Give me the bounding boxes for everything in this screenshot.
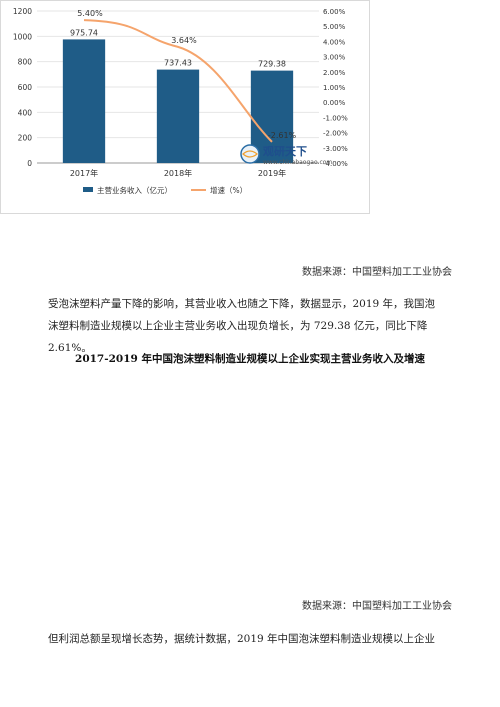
watermark-globe-icon xyxy=(240,144,260,164)
legend-label-line: 增速（%） xyxy=(210,185,247,195)
right-tick-label: 3.00% xyxy=(323,54,346,62)
left-tick-label: 200 xyxy=(18,134,33,143)
left-tick-label: 1000 xyxy=(13,32,32,41)
paragraph-1-line-1: 受泡沫塑料产量下降的影响，其营业收入也随之下降，数据显示，2019 年，我国泡 xyxy=(48,298,436,310)
bar xyxy=(156,69,200,163)
right-tick-label: -2.00% xyxy=(323,130,348,138)
bar xyxy=(250,70,294,163)
chart-revenue-growth: 0 200 400 600 800 1000 1200 -4.00% -3.00% -2.00% -… xyxy=(0,0,370,214)
right-tick-label: 5.00% xyxy=(323,23,346,31)
line-value-label: -2.61% xyxy=(268,131,297,140)
line-value-label: 5.40% xyxy=(77,9,103,18)
paragraph-1-line-2: 沫塑料制造业规模以上企业主营业务收入出现负增长，为 729.38 亿元，同比下降… xyxy=(48,320,428,354)
right-tick-label: -4.00% xyxy=(323,160,348,168)
right-tick-label: 0.00% xyxy=(323,99,346,107)
x-tick-label: 2017年 xyxy=(70,168,98,178)
bar-value-label: 975.74 xyxy=(70,28,98,37)
left-tick-label: 800 xyxy=(18,58,33,67)
chart2-svg: 0 200 400 600 800 1000 1200 -4.00% -3.00% -2.00% -… xyxy=(13,7,348,195)
right-tick-label: 6.00% xyxy=(323,8,346,16)
right-tick-label: -1.00% xyxy=(323,114,348,122)
watermark-brand: 观研天下 xyxy=(263,145,307,158)
bar xyxy=(62,39,106,163)
left-tick-label: 600 xyxy=(18,83,33,92)
chart2-caption: 2017-2019 年中国泡沫塑料制造业规模以上企业实现主营业务收入及增速 xyxy=(75,353,425,365)
line-value-label: 3.64% xyxy=(171,36,197,45)
growth-line xyxy=(83,19,273,143)
right-tick-label: -3.00% xyxy=(323,145,348,153)
watermark-swoosh-icon xyxy=(242,150,258,158)
left-tick-label: 400 xyxy=(18,108,33,117)
watermark-url: www.chinabaogao.com xyxy=(263,159,332,166)
right-tick-label: 4.00% xyxy=(323,38,346,46)
legend-label-bar: 主营业务收入（亿元） xyxy=(97,185,172,195)
bar-value-label: 729.38 xyxy=(258,60,286,69)
right-tick-label: 1.00% xyxy=(323,84,346,92)
left-tick-label: 1200 xyxy=(13,7,32,16)
right-tick-label: 2.00% xyxy=(323,69,346,77)
x-tick-label: 2018年 xyxy=(164,168,192,178)
legend-swatch-bar xyxy=(83,187,93,192)
source-note-2: 数据来源：中国塑料加工工业协会 xyxy=(302,601,452,612)
left-tick-label: 0 xyxy=(27,159,32,168)
source-note-1: 数据来源：中国塑料加工工业协会 xyxy=(302,267,452,278)
paragraph-2-line-1: 但利润总额呈现增长态势，据统计数据，2019 年中国泡沫塑料制造业规模以上企业 xyxy=(48,633,436,645)
bar-value-label: 737.43 xyxy=(164,59,192,68)
x-tick-label: 2019年 xyxy=(258,168,286,178)
